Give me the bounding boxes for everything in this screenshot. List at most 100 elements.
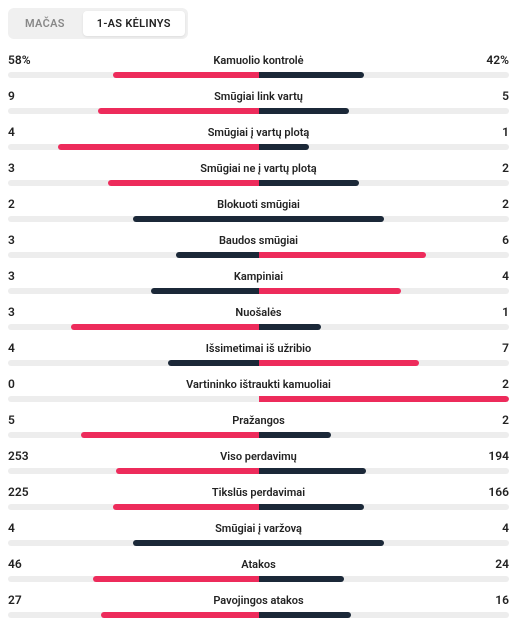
stat-bar (8, 504, 509, 510)
stat-right-value: 16 (479, 593, 509, 607)
stat-left-value: 4 (8, 341, 38, 355)
stat-left-value: 46 (8, 557, 38, 571)
stat-header: 3Baudos smūgiai6 (8, 233, 509, 247)
stat-header: 4Išsimetimai iš užribio7 (8, 341, 509, 355)
stat-row: 253Viso perdavimų194 (8, 449, 509, 474)
stat-bar (8, 540, 509, 546)
stat-header: 4Smūgiai į varžovą4 (8, 521, 509, 535)
stat-left-value: 3 (8, 269, 38, 283)
stat-label: Vartininko ištraukti kamuoliai (38, 378, 479, 391)
stat-bar (8, 576, 509, 582)
stat-label: Kamuolio kontrolė (38, 54, 479, 67)
stat-left-value: 4 (8, 125, 38, 139)
stat-label: Pražangos (38, 414, 479, 427)
stat-right-value: 2 (479, 413, 509, 427)
stat-right-value: 7 (479, 341, 509, 355)
stat-right-value: 194 (479, 449, 509, 463)
stat-left-value: 3 (8, 305, 38, 319)
stat-right-value: 4 (479, 269, 509, 283)
stat-bar (8, 216, 509, 222)
stat-header: 0Vartininko ištraukti kamuoliai2 (8, 377, 509, 391)
stat-right-value: 2 (479, 197, 509, 211)
stat-label: Smūgiai į varžovą (38, 522, 479, 535)
stat-header: 9Smūgiai link vartų5 (8, 89, 509, 103)
stat-label: Smūgiai ne į vartų plotą (38, 162, 479, 175)
stat-row: 4Smūgiai į vartų plotą1 (8, 125, 509, 150)
stat-left-value: 225 (8, 485, 38, 499)
stat-left-value: 2 (8, 197, 38, 211)
stat-right-value: 1 (479, 305, 509, 319)
stat-row: 3Kampiniai4 (8, 269, 509, 294)
stat-row: 4Smūgiai į varžovą4 (8, 521, 509, 546)
stat-header: 58%Kamuolio kontrolė42% (8, 53, 509, 67)
stat-bar (8, 432, 509, 438)
stat-row: 0Vartininko ištraukti kamuoliai2 (8, 377, 509, 402)
stat-row: 5Pražangos2 (8, 413, 509, 438)
tab-ma-as[interactable]: MAČAS (11, 11, 79, 36)
stat-row: 3Smūgiai ne į vartų plotą2 (8, 161, 509, 186)
stat-label: Pavojingos atakos (38, 594, 479, 607)
tabs-container: MAČAS1-AS KĖLINYS (8, 8, 188, 39)
stat-label: Smūgiai į vartų plotą (38, 126, 479, 139)
stat-header: 3Nuošalės1 (8, 305, 509, 319)
stat-right-value: 4 (479, 521, 509, 535)
stat-row: 3Nuošalės1 (8, 305, 509, 330)
stat-right-value: 166 (479, 485, 509, 499)
stat-row: 4Išsimetimai iš užribio7 (8, 341, 509, 366)
stat-bar (8, 360, 509, 366)
stat-bar (8, 324, 509, 330)
stat-header: 253Viso perdavimų194 (8, 449, 509, 463)
stat-left-value: 3 (8, 161, 38, 175)
stat-right-value: 2 (479, 377, 509, 391)
stat-right-value: 6 (479, 233, 509, 247)
stat-bar (8, 612, 509, 618)
stat-right-value: 5 (479, 89, 509, 103)
stat-bar (8, 288, 509, 294)
stat-label: Viso perdavimų (38, 450, 479, 463)
stat-label: Baudos smūgiai (38, 234, 479, 247)
stat-left-value: 5 (8, 413, 38, 427)
stat-right-value: 1 (479, 125, 509, 139)
stat-header: 4Smūgiai į vartų plotą1 (8, 125, 509, 139)
stat-left-value: 4 (8, 521, 38, 535)
stat-label: Tikslūs perdavimai (38, 486, 479, 499)
stat-bar (8, 72, 509, 78)
stat-bar (8, 108, 509, 114)
stat-header: 3Kampiniai4 (8, 269, 509, 283)
stat-label: Blokuoti smūgiai (38, 198, 479, 211)
stat-row: 58%Kamuolio kontrolė42% (8, 53, 509, 78)
stat-bar (8, 144, 509, 150)
stat-left-value: 0 (8, 377, 38, 391)
stat-left-value: 27 (8, 593, 38, 607)
stat-row: 46Atakos24 (8, 557, 509, 582)
stat-label: Nuošalės (38, 306, 479, 319)
stat-header: 5Pražangos2 (8, 413, 509, 427)
stat-label: Smūgiai link vartų (38, 90, 479, 103)
stat-header: 3Smūgiai ne į vartų plotą2 (8, 161, 509, 175)
stat-row: 2Blokuoti smūgiai2 (8, 197, 509, 222)
stat-label: Kampiniai (38, 270, 479, 283)
stat-header: 46Atakos24 (8, 557, 509, 571)
stat-bar (8, 468, 509, 474)
stat-right-value: 24 (479, 557, 509, 571)
stat-right-value: 42% (479, 53, 509, 67)
stat-bar (8, 396, 509, 402)
stat-row: 27Pavojingos atakos16 (8, 593, 509, 618)
stat-label: Atakos (38, 558, 479, 571)
stat-left-value: 58% (8, 53, 38, 67)
stat-row: 3Baudos smūgiai6 (8, 233, 509, 258)
stat-row: 9Smūgiai link vartų5 (8, 89, 509, 114)
stats-list: 58%Kamuolio kontrolė42% 9Smūgiai link var… (8, 53, 509, 618)
stat-bar (8, 252, 509, 258)
stat-label: Išsimetimai iš užribio (38, 342, 479, 355)
stat-left-value: 253 (8, 449, 38, 463)
stat-row: 225Tikslūs perdavimai166 (8, 485, 509, 510)
stat-header: 225Tikslūs perdavimai166 (8, 485, 509, 499)
stat-header: 2Blokuoti smūgiai2 (8, 197, 509, 211)
stat-header: 27Pavojingos atakos16 (8, 593, 509, 607)
stat-bar (8, 180, 509, 186)
tab-1-as-k-linys[interactable]: 1-AS KĖLINYS (83, 11, 185, 36)
stat-left-value: 9 (8, 89, 38, 103)
stat-right-value: 2 (479, 161, 509, 175)
stat-left-value: 3 (8, 233, 38, 247)
